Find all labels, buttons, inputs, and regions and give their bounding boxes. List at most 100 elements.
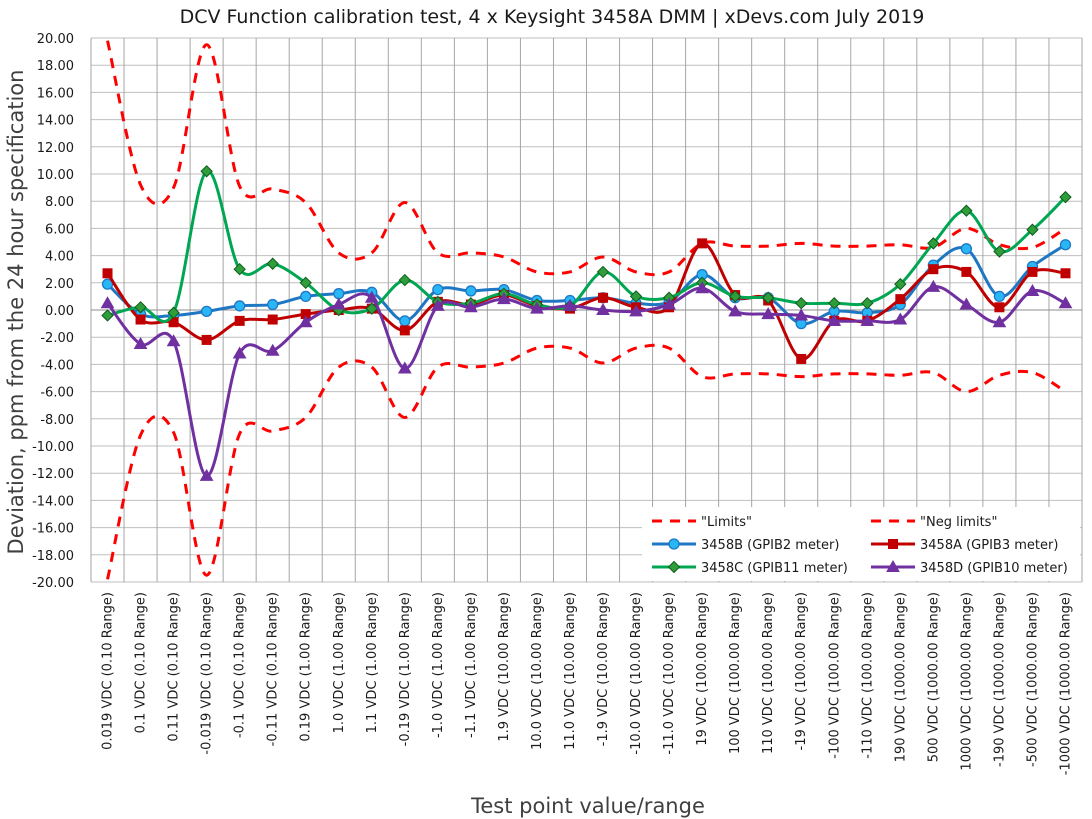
x-tick-label: -1.0 VDC (1.00 Range) bbox=[431, 592, 446, 738]
x-tick-label: 10.0 VDC (10.00 Range) bbox=[530, 592, 545, 750]
data-point bbox=[960, 243, 973, 255]
data-point bbox=[960, 204, 973, 217]
data-point bbox=[761, 291, 775, 304]
legend-item-3458c-gpib11-meter: 3458C (GPIB11 meter) bbox=[652, 560, 848, 576]
data-point bbox=[893, 312, 908, 325]
data-point bbox=[1059, 190, 1072, 204]
data-point bbox=[102, 268, 113, 279]
y-tick-label: -18.00 bbox=[32, 549, 74, 564]
legend-item-3458b-gpib2-meter: 3458B (GPIB2 meter) bbox=[652, 538, 839, 553]
x-tick-label: -0.19 VDC (1.00 Range) bbox=[398, 592, 413, 746]
data-point bbox=[134, 301, 147, 314]
x-tick-label: -110 VDC (100.00 Range) bbox=[860, 592, 875, 759]
data-point bbox=[497, 292, 511, 305]
x-tick-label: 110 VDC (100.00 Range) bbox=[761, 592, 776, 754]
data-point bbox=[1026, 223, 1039, 236]
data-point bbox=[298, 315, 313, 328]
data-point bbox=[399, 325, 410, 336]
data-point bbox=[465, 285, 477, 297]
y-tick-label: -10.00 bbox=[32, 440, 74, 455]
x-tick-label: -1.1 VDC (1.00 Range) bbox=[464, 592, 479, 738]
legend-marker bbox=[667, 560, 681, 574]
data-point bbox=[432, 283, 444, 296]
data-point bbox=[927, 237, 940, 250]
data-point bbox=[333, 288, 345, 300]
legend: "Limits" "Neg limits" 3458B (GPIB2 meter) 3… bbox=[642, 507, 1080, 581]
y-tick-label: 6.00 bbox=[45, 222, 74, 237]
legend-box bbox=[642, 507, 1080, 581]
y-tick-label: 0.00 bbox=[45, 304, 74, 319]
y-tick-label: -6.00 bbox=[40, 386, 74, 401]
y-tick-label: -16.00 bbox=[32, 522, 74, 537]
chart-title: DCV Function calibration test, 4 x Keysi… bbox=[180, 6, 925, 28]
x-tick-label: 0.19 VDC (1.00 Range) bbox=[299, 592, 314, 742]
legend-item-3458a-gpib3-meter: 3458A (GPIB3 meter) bbox=[871, 538, 1058, 553]
y-tick-label: -12.00 bbox=[32, 467, 74, 482]
x-tick-label: 19 VDC (100.00 Range) bbox=[695, 592, 710, 746]
data-point bbox=[796, 353, 807, 364]
x-tick-label: -190 VDC (1000.00 Range) bbox=[992, 592, 1007, 767]
x-tick-label: -0.11 VDC (0.10 Range) bbox=[266, 592, 281, 746]
x-tick-label: -19 VDC (100.00 Range) bbox=[794, 592, 809, 750]
data-point bbox=[166, 334, 181, 347]
data-point bbox=[135, 314, 146, 325]
grid bbox=[90, 37, 1083, 583]
data-point bbox=[397, 361, 412, 374]
data-point bbox=[596, 265, 610, 279]
data-point bbox=[1027, 266, 1038, 277]
data-point bbox=[1058, 296, 1073, 309]
data-point bbox=[895, 294, 906, 305]
data-point bbox=[827, 313, 842, 326]
y-tick-label: 12.00 bbox=[37, 141, 74, 156]
data-point bbox=[398, 273, 412, 287]
y-tick-label: -8.00 bbox=[40, 413, 74, 428]
x-tick-label: -0.1 VDC (0.10 Range) bbox=[233, 592, 248, 738]
x-tick-label: 0.1 VDC (0.10 Range) bbox=[134, 592, 149, 733]
data-point bbox=[331, 297, 346, 310]
data-point bbox=[860, 313, 875, 326]
data-point bbox=[761, 307, 776, 320]
data-point bbox=[365, 302, 378, 315]
data-point bbox=[430, 298, 445, 311]
data-point bbox=[697, 238, 708, 249]
x-axis-ticks: 0.019 VDC (0.10 Range) 0.1 VDC (0.10 Rang… bbox=[101, 592, 1074, 775]
data-point bbox=[993, 245, 1006, 258]
data-point bbox=[794, 308, 809, 321]
y-tick-label: -2.00 bbox=[40, 331, 74, 346]
y-tick-label: 18.00 bbox=[37, 59, 74, 74]
y-tick-label: 16.00 bbox=[37, 86, 74, 101]
data-point bbox=[364, 290, 379, 303]
data-point bbox=[992, 315, 1007, 328]
data-point bbox=[861, 296, 874, 310]
y-tick-label: -4.00 bbox=[40, 358, 74, 373]
legend-label: 3458D (GPIB10 meter) bbox=[920, 561, 1068, 576]
legend-label: "Limits" bbox=[701, 515, 752, 530]
x-tick-label: 0.11 VDC (0.10 Range) bbox=[167, 592, 182, 742]
data-point bbox=[233, 262, 246, 276]
y-axis-ticks: -20.00 -18.00 -16.00 -14.00 -12.00 -10.00 -8.0… bbox=[32, 32, 74, 591]
y-tick-label: 20.00 bbox=[37, 32, 74, 47]
x-tick-label: 100 VDC (100.00 Range) bbox=[728, 592, 743, 754]
data-point bbox=[1060, 268, 1071, 279]
legend-label: 3458A (GPIB3 meter) bbox=[920, 538, 1058, 553]
data-point bbox=[993, 290, 1006, 303]
x-tick-label: -1.9 VDC (10.00 Range) bbox=[596, 592, 611, 746]
data-point bbox=[265, 343, 280, 356]
legend-marker bbox=[888, 539, 898, 549]
data-point bbox=[596, 302, 610, 315]
legend-label: "Neg limits" bbox=[920, 515, 997, 530]
data-point bbox=[300, 290, 312, 303]
x-tick-label: 1.0 VDC (1.00 Range) bbox=[332, 592, 347, 733]
x-tick-label: 11.0 VDC (10.00 Range) bbox=[563, 592, 578, 750]
y-tick-label: 4.00 bbox=[45, 250, 74, 265]
data-point bbox=[399, 315, 411, 327]
data-point bbox=[695, 281, 709, 294]
series-layer bbox=[100, 40, 1073, 580]
data-point bbox=[101, 309, 114, 322]
x-tick-label: 1000 VDC (1000.00 Range) bbox=[959, 592, 974, 771]
x-tick-label: 500 VDC (1000.00 Range) bbox=[926, 592, 941, 762]
x-tick-label: -100 VDC (100.00 Range) bbox=[827, 592, 842, 759]
y-tick-label: 14.00 bbox=[37, 114, 74, 129]
x-tick-label: -11.0 VDC (10.00 Range) bbox=[662, 592, 677, 755]
data-point bbox=[894, 277, 907, 291]
